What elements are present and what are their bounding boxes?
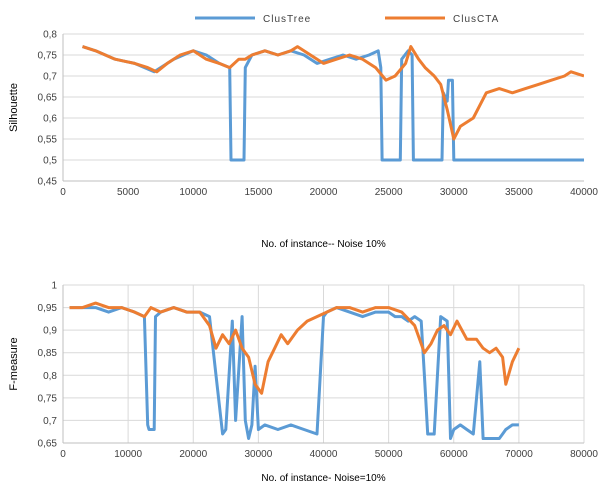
y-tick-label: 0,45 [38,177,58,188]
x-tick-label: 15000 [244,187,272,198]
y-tick-label: 0,75 [38,51,58,62]
x-tick-label: 35000 [505,187,533,198]
y-tick-label: 0,65 [38,439,58,450]
x-tick-label: 0 [60,449,66,460]
y-tick-label: 0,85 [38,348,58,359]
x-tick-label: 60000 [440,449,468,460]
y-tick-label: 1 [51,281,57,292]
legend-label-cluscta: ClusCTA [453,14,499,25]
y-tick-label: 0,65 [38,93,58,104]
f-measure-chart: 0,65 0,7 0,75 0,8 0,85 0,9 0,95 1 0 10000 20000 300… [8,281,598,485]
y-tick-label: 0,8 [43,371,57,382]
x-tick-label: 40000 [310,449,338,460]
x-axis-label: No. of instance-- Noise 10% [261,239,386,250]
y-tick-label: 0,55 [38,135,58,146]
x-tick-label: 25000 [375,187,403,198]
x-tick-label: 20000 [179,449,207,460]
x-tick-label: 50000 [375,449,403,460]
series-line-clustree [69,306,519,440]
x-tick-label: 10000 [179,187,207,198]
y-tick-label: 0,6 [43,114,57,125]
y-tick-label: 0,9 [43,326,57,337]
y-tick-label: 0,95 [38,303,58,314]
x-tick-label: 30000 [440,187,468,198]
x-tick-label: 5000 [117,187,140,198]
x-tick-label: 70000 [505,449,533,460]
y-tick-label: 0,7 [43,72,57,83]
x-axis-label: No. of instance- Noise=10% [261,473,385,484]
y-tick-label: 0,8 [43,30,57,41]
x-tick-label: 0 [60,187,66,198]
y-tick-label: 0,75 [38,393,58,404]
series-line-clustree [82,45,584,162]
y-axis-label: Silhouette [8,83,20,132]
legend-label-clustree: ClusTree [263,14,311,25]
x-tick-label: 20000 [310,187,338,198]
x-tick-label: 10000 [114,449,142,460]
x-tick-label: 40000 [570,187,598,198]
x-tick-label: 30000 [244,449,272,460]
x-tick-label: 80000 [570,449,598,460]
series-line-cluscta [69,301,521,395]
y-tick-label: 0,7 [43,416,57,427]
y-axis-label: F-measure [8,337,20,390]
series-line-cluscta [82,45,584,141]
y-tick-label: 0,5 [43,156,57,167]
silhouette-chart: 0,45 0,5 0,55 0,6 0,65 0,7 0,75 0,8 0 5000 10000 15… [8,14,598,250]
